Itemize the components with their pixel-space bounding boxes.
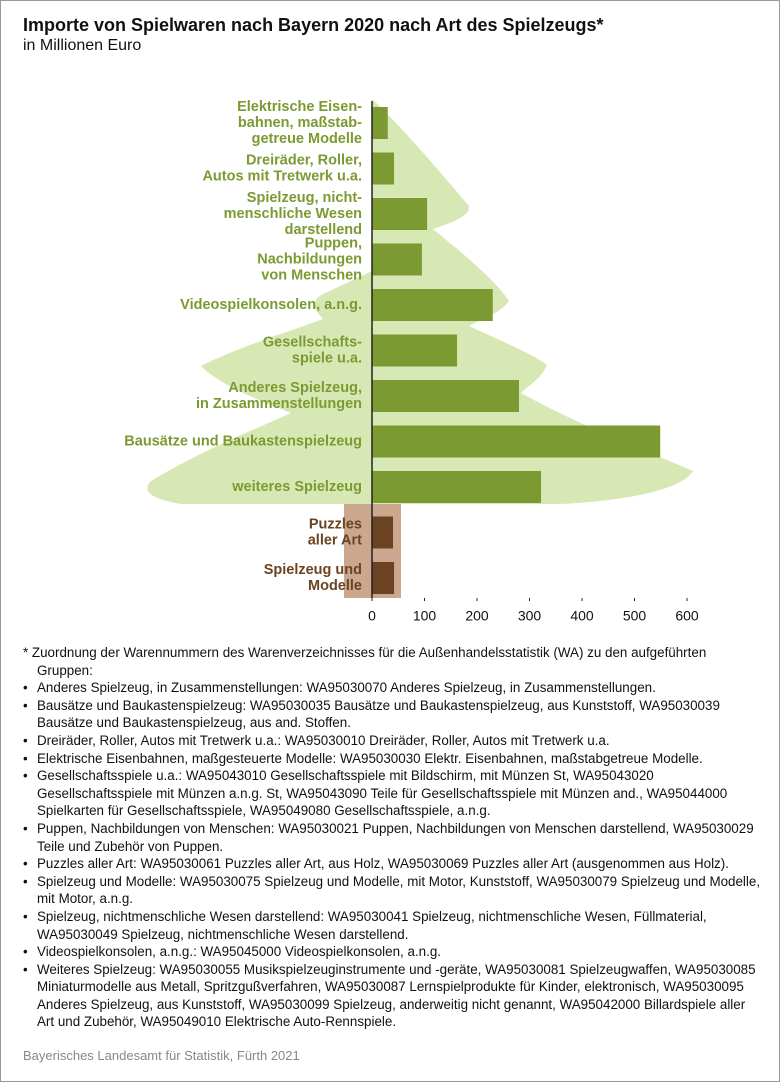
x-tick-label: 600 [675, 608, 699, 624]
category-label: weiteres Spielzeug [231, 479, 362, 495]
footnote-item: Elektrische Eisenbahnen, maßgesteuerte M… [23, 750, 763, 768]
x-tick-label: 300 [518, 608, 542, 624]
footnote-item: Dreiräder, Roller, Autos mit Tretwerk u.… [23, 732, 763, 750]
bar [372, 198, 428, 230]
chart-title: Importe von Spielwaren nach Bayern 2020 … [23, 15, 604, 35]
footnote-item: Bausätze und Baukastenspielzeug: WA95030… [23, 697, 763, 732]
bar [372, 289, 493, 321]
category-label: Anderes Spielzeug, in Zusammenstellungen [196, 380, 362, 412]
x-tick-label: 200 [465, 608, 489, 624]
category-label: Spielzeug und Modelle [264, 562, 362, 594]
bar [372, 516, 393, 549]
category-label: Dreiräder, Roller, Autos mit Tretwerk u.a… [202, 152, 362, 184]
category-label: Spielzeug, nicht-menschliche Wesen darste… [224, 190, 363, 238]
footnote-item: Spielzeug, nichtmenschliche Wesen darste… [23, 908, 763, 943]
footnote-item: Puppen, Nachbildungen von Menschen: WA95… [23, 820, 763, 855]
x-tick-label: 500 [623, 608, 647, 624]
chart: Elektrische Eisen-bahnen, maßstab-getreu… [124, 99, 699, 624]
bar [372, 107, 388, 139]
bar [372, 380, 519, 412]
bar [372, 425, 661, 458]
bar [372, 152, 395, 185]
footnote-item: Gesellschaftsspiele u.a.: WA95043010 Ges… [23, 767, 763, 820]
footnote-item: Anderes Spielzeug, in Zusammenstellungen… [23, 679, 763, 697]
category-label: Puzzles aller Art [308, 516, 362, 548]
category-label: Videospielkonsolen, a.n.g. [180, 297, 362, 313]
x-tick-label: 100 [413, 608, 437, 624]
footnote-list: Anderes Spielzeug, in Zusammenstellungen… [23, 679, 763, 1031]
bar [372, 243, 422, 276]
chart-subtitle: in Millionen Euro [23, 37, 142, 54]
bar [372, 334, 458, 367]
category-label: Puppen, Nachbildungen von Menschen [257, 235, 362, 283]
bar [372, 562, 395, 594]
footnote-item: Spielzeug und Modelle: WA95030075 Spielz… [23, 873, 763, 908]
footnote-item: Weiteres Spielzeug: WA95030055 Musikspie… [23, 961, 763, 1031]
category-label: Gesellschafts-spiele u.a. [263, 334, 362, 366]
category-label: Bausätze und Baukastenspielzeug [124, 433, 362, 449]
x-tick-label: 400 [570, 608, 594, 624]
source: Bayerisches Landesamt für Statistik, Für… [23, 1048, 300, 1063]
category-label: Elektrische Eisen-bahnen, maßstab-getreu… [237, 99, 362, 147]
footnote-item: Videospielkonsolen, a.n.g.: WA95045000 V… [23, 943, 763, 961]
footnote-heading: * Zuordnung der Warennummern des Warenve… [23, 645, 707, 678]
footnotes: * Zuordnung der Warennummern des Warenve… [23, 644, 763, 1031]
footnote-item: Puzzles aller Art: WA95030061 Puzzles al… [23, 855, 763, 873]
bar [372, 471, 542, 503]
x-tick-label: 0 [368, 608, 376, 624]
